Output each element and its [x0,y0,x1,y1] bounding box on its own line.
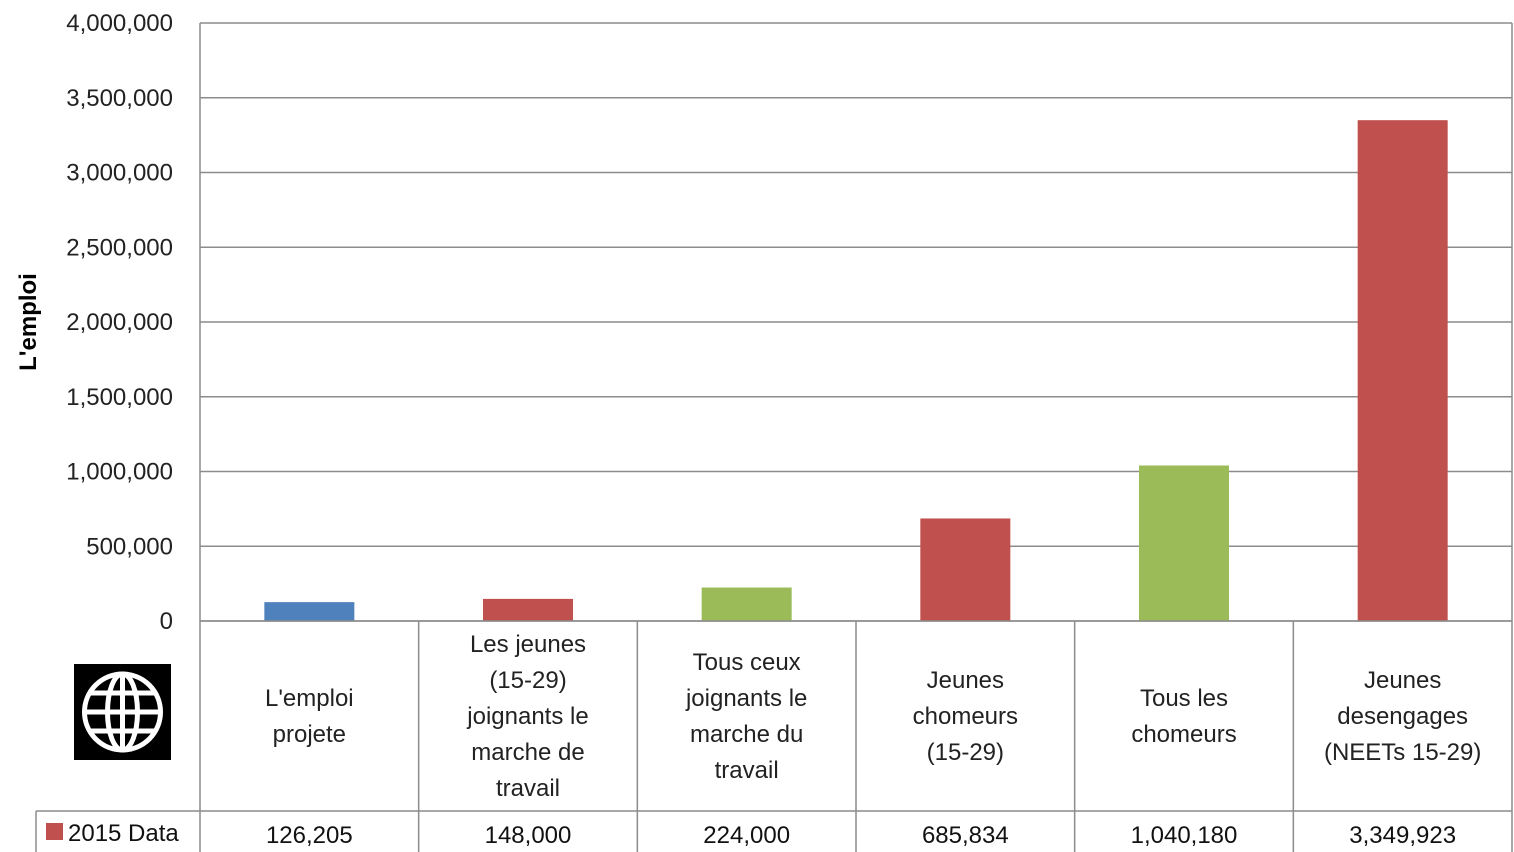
bar [1139,465,1229,621]
y-tick-label: 2,500,000 [66,234,173,261]
y-tick-label: 1,000,000 [66,459,173,486]
y-tick-label: 500,000 [86,533,173,560]
y-axis-label: L'emploi [15,273,42,371]
y-tick-label: 3,500,000 [66,85,173,112]
bar [920,518,1011,621]
data-label: 126,205 [266,822,353,849]
category-label: Jeunes desengages (NEETs 15-29) [1324,667,1481,766]
category-label: L'emploi projete [265,685,354,748]
y-tick-label: 4,000,000 [66,10,173,37]
data-label: 3,349,923 [1349,822,1456,849]
category-label: Tous ceux joignants le marche du travail [685,649,807,784]
data-table [35,620,1513,852]
legend-swatch [46,823,63,840]
y-axis-ticks: 0 500,000 1,000,000 1,500,000 2,000,000 2,500… [66,10,173,635]
y-tick-label: 1,500,000 [66,384,173,411]
globe-icon [74,664,171,760]
bar [701,587,792,621]
bars [264,120,1448,621]
y-tick-label: 0 [160,608,173,635]
legend-label: 2015 Data [68,820,179,847]
category-label: Tous les chomeurs [1131,685,1236,748]
bar [483,598,573,621]
category-label: Jeunes chomeurs (15-29) [913,667,1018,766]
bar [1357,120,1448,621]
bar [264,602,355,621]
y-tick-label: 2,000,000 [66,309,173,336]
y-tick-label: 3,000,000 [66,160,173,187]
category-labels: L'emploi projete Les jeunes (15-29) joignant… [265,631,1481,802]
category-label: Les jeunes (15-29) joignants le marche de tr… [466,631,588,802]
data-label: 685,834 [922,822,1009,849]
value-labels: 126,205 148,000 224,000 685,834 1,040,180 3,3… [266,822,1456,849]
data-label: 1,040,180 [1131,822,1238,849]
data-label: 148,000 [485,822,572,849]
data-label: 224,000 [703,822,790,849]
legend: 2015 Data [46,820,179,847]
gridlines [199,22,1513,852]
